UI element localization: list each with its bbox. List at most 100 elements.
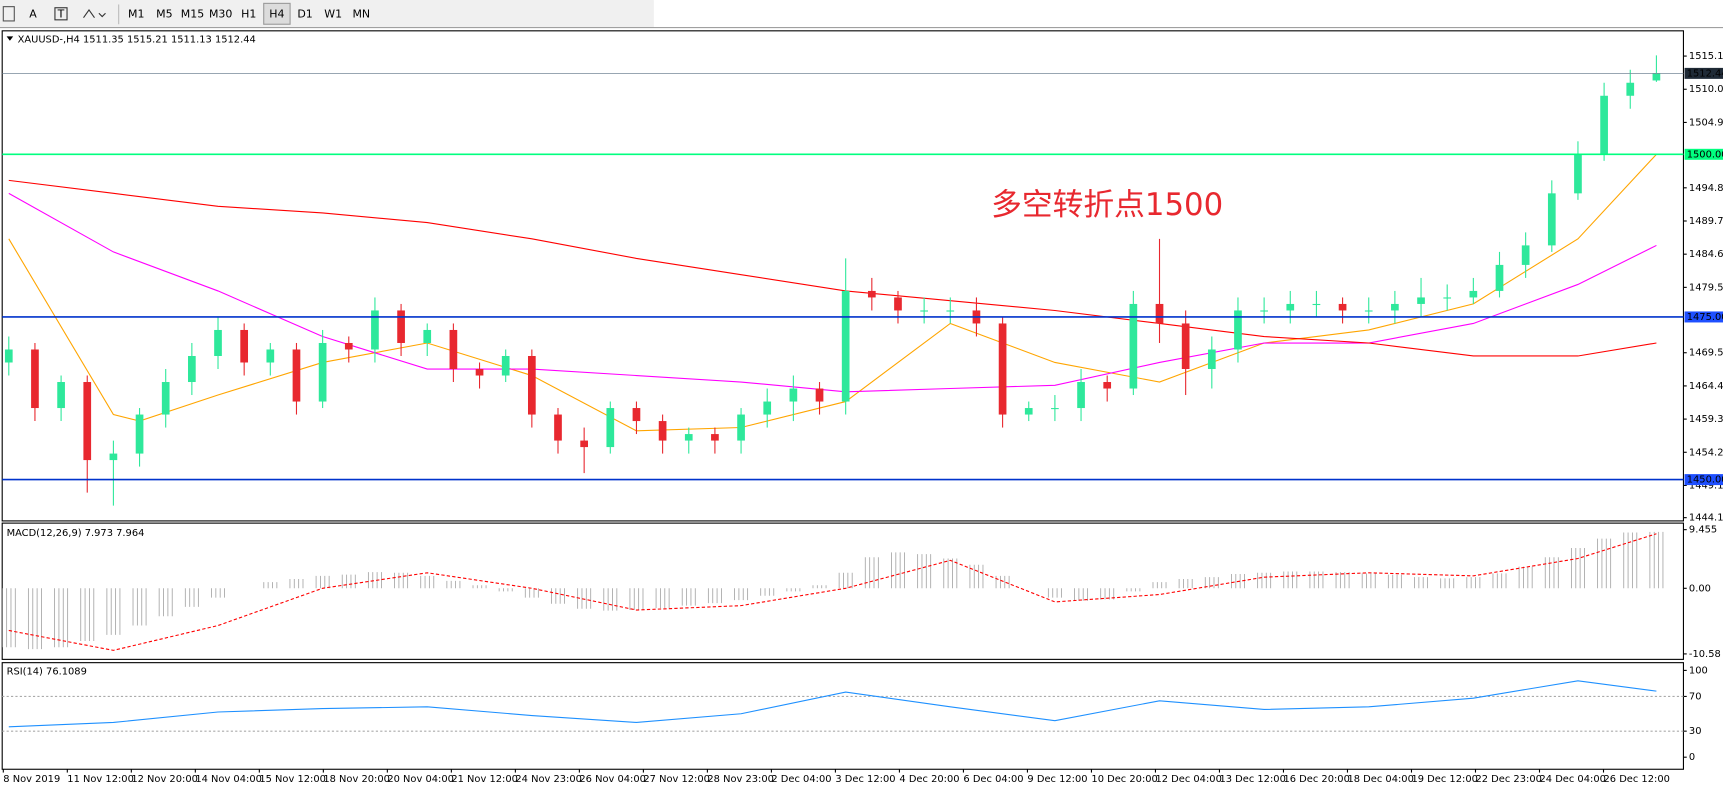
x-tick-label: 19 Dec 12:00 xyxy=(1411,774,1477,785)
candle-body xyxy=(763,401,772,415)
chart-header: XAUUSD-,H4 1511.35 1515.21 1511.13 1512.… xyxy=(18,35,256,46)
timeframe-label[interactable]: M30 xyxy=(209,7,232,20)
candle-body xyxy=(1286,303,1295,311)
candle-body xyxy=(266,349,275,363)
candle-body xyxy=(1207,349,1216,370)
candle-body xyxy=(161,382,170,415)
candle-body xyxy=(554,414,562,441)
label-tool-glyph: T xyxy=(57,7,65,20)
candle-body xyxy=(1600,95,1608,155)
candle-body xyxy=(1521,245,1530,265)
price-label-box xyxy=(1684,67,1723,79)
timeframe-label[interactable]: M5 xyxy=(156,7,172,20)
timeframe-label[interactable]: MN xyxy=(352,7,370,20)
y-tick-label: 1444.15 xyxy=(1689,513,1723,524)
timeframe-label[interactable]: H4 xyxy=(269,7,284,20)
candle-body xyxy=(1495,264,1504,291)
candle-body xyxy=(946,310,955,312)
x-tick-label: 6 Dec 04:00 xyxy=(963,774,1023,785)
macd-signal xyxy=(8,533,1657,651)
y-tick-label: 100 xyxy=(1689,665,1708,676)
candle-body xyxy=(815,388,824,402)
y-tick-label: 1515.10 xyxy=(1689,51,1723,62)
candle-body xyxy=(580,440,588,448)
x-tick-label: 10 Dec 20:00 xyxy=(1091,774,1157,785)
candle-body xyxy=(344,342,353,350)
candle-body xyxy=(83,382,92,461)
candle-body xyxy=(1574,154,1582,194)
header-high: 1515.21 xyxy=(127,35,168,46)
candle-body xyxy=(1417,297,1425,304)
x-tick-label: 18 Nov 20:00 xyxy=(323,774,390,785)
y-tick-label: 1454.20 xyxy=(1689,447,1723,458)
price-label: 1512.44 xyxy=(1687,68,1723,79)
candle-body xyxy=(1443,297,1452,299)
y-tick-label: 0.00 xyxy=(1689,583,1711,594)
y-tick-label: 1484.65 xyxy=(1689,249,1723,260)
timeframe-label[interactable]: M15 xyxy=(181,7,204,20)
y-tick-label: 1494.85 xyxy=(1689,183,1723,194)
y-tick-label: 1504.90 xyxy=(1689,117,1723,128)
candle-body xyxy=(841,290,850,402)
candle-body xyxy=(31,349,39,409)
candle-body xyxy=(1051,408,1059,410)
cursor-icon[interactable] xyxy=(2,6,15,22)
x-tick-label: 15 Nov 12:00 xyxy=(259,774,326,785)
toolbar: A T M1 M5 M15 M30 H1 H4 D1 W1 MN xyxy=(0,0,1723,29)
x-tick-label: 2 Dec 04:00 xyxy=(771,774,831,785)
candle-body xyxy=(1129,303,1138,389)
x-tick-label: 8 Nov 2019 xyxy=(3,774,60,785)
timeframe-label[interactable]: M1 xyxy=(128,7,144,20)
candle-body xyxy=(1312,303,1321,306)
timeframe-label[interactable]: W1 xyxy=(324,7,342,20)
candle-body xyxy=(423,329,432,343)
candle-body xyxy=(188,355,196,383)
candle-body xyxy=(789,388,798,402)
label-tool[interactable] xyxy=(54,7,68,21)
candle-body xyxy=(684,434,693,441)
timeframe-label[interactable]: D1 xyxy=(297,7,312,20)
candle-body xyxy=(1077,382,1085,409)
x-tick-label: 11 Nov 12:00 xyxy=(67,774,134,785)
main-panel xyxy=(1,30,1684,522)
y-tick-label: -10.58 xyxy=(1689,649,1721,660)
toolbar-bg xyxy=(0,0,654,28)
candle-body xyxy=(894,297,902,311)
price-label: 1450.00 xyxy=(1687,475,1723,486)
candle-body xyxy=(1626,82,1635,96)
candle-body xyxy=(1652,73,1661,81)
candle-body xyxy=(1364,310,1373,312)
x-tick-label: 27 Nov 12:00 xyxy=(643,774,710,785)
candle-body xyxy=(867,290,876,298)
text-tool[interactable]: A xyxy=(29,7,37,20)
macd-title: MACD(12,26,9) 7.973 7.964 xyxy=(7,528,145,539)
x-tick-label: 26 Nov 04:00 xyxy=(579,774,646,785)
candle-body xyxy=(998,323,1007,415)
timeframe-button[interactable] xyxy=(263,2,291,25)
candle-body xyxy=(449,329,458,370)
x-tick-label: 18 Dec 04:00 xyxy=(1347,774,1413,785)
arrows-tool[interactable] xyxy=(83,9,106,18)
candle-body xyxy=(632,408,641,422)
candle-body xyxy=(1181,323,1190,370)
x-tick-label: 16 Dec 20:00 xyxy=(1283,774,1349,785)
candle-body xyxy=(1234,310,1242,350)
collapse-arrow[interactable] xyxy=(6,36,14,41)
candle-body xyxy=(475,369,484,376)
x-tick-label: 9 Dec 12:00 xyxy=(1027,774,1087,785)
x-tick-label: 22 Dec 23:00 xyxy=(1475,774,1541,785)
y-tick-label: 30 xyxy=(1689,726,1702,737)
x-tick-label: 13 Dec 12:00 xyxy=(1219,774,1285,785)
symbol: XAUUSD-,H4 xyxy=(18,35,80,46)
timeframe-label[interactable]: H1 xyxy=(241,7,256,20)
candle-body xyxy=(1024,408,1033,415)
candle-body xyxy=(4,349,13,363)
price-label: 1500.00 xyxy=(1687,149,1723,160)
candle-body xyxy=(501,355,510,376)
price-label-box xyxy=(1684,311,1723,323)
y-tick-label: 70 xyxy=(1689,691,1702,702)
y-tick-label: 1469.50 xyxy=(1689,348,1723,359)
rsi-title: RSI(14) 76.1089 xyxy=(7,666,87,677)
